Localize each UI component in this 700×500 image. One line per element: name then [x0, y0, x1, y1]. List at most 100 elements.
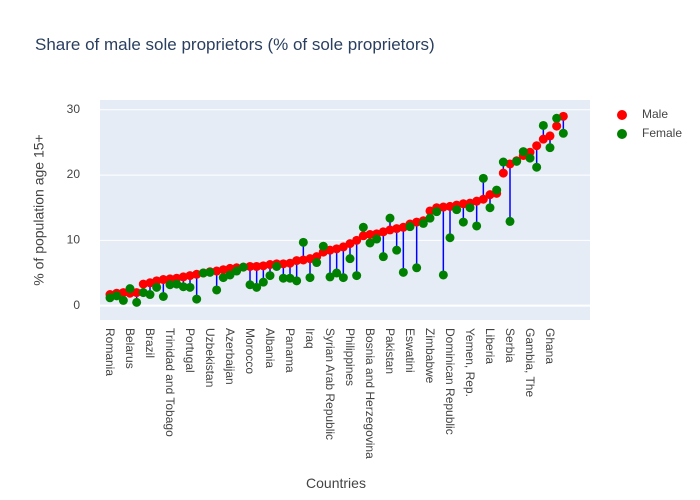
marker: [538, 134, 548, 144]
marker: [405, 222, 415, 232]
marker: [152, 276, 162, 286]
x-tick-label: Eswatini: [403, 328, 417, 373]
marker: [178, 272, 188, 282]
marker: [138, 279, 148, 289]
x-tick-label: Yemen, Rep.: [463, 328, 477, 397]
marker: [525, 153, 535, 163]
x-tick-label: Albania: [263, 328, 277, 368]
marker: [438, 202, 448, 212]
marker: [418, 218, 428, 228]
marker: [358, 231, 368, 241]
x-tick-label: Dominican Republic: [443, 328, 457, 435]
marker: [238, 262, 248, 272]
marker: [478, 173, 488, 183]
marker: [385, 225, 395, 235]
marker: [185, 271, 195, 281]
x-tick-label: Morocco: [243, 328, 257, 374]
marker: [392, 224, 402, 234]
marker: [445, 201, 455, 211]
x-tick-label: Philippines: [343, 328, 357, 386]
marker: [538, 120, 548, 130]
x-axis-title: Countries: [306, 475, 366, 491]
marker: [345, 254, 355, 264]
x-tick-label: Pakistan: [383, 328, 397, 374]
x-tick-label: Bosnia and Herzegovina: [363, 328, 377, 459]
marker: [358, 222, 368, 232]
x-tick-label: Liberia: [483, 328, 497, 364]
marker: [292, 276, 302, 286]
marker: [192, 269, 202, 279]
marker: [305, 273, 315, 283]
marker: [365, 229, 375, 239]
legend-label: Male: [642, 107, 668, 121]
marker: [298, 237, 308, 247]
marker: [492, 185, 502, 195]
marker: [445, 233, 455, 243]
chart-title: Share of male sole proprietors (% of sol…: [35, 35, 435, 54]
marker: [152, 282, 162, 292]
marker: [365, 238, 375, 248]
marker: [345, 239, 355, 249]
marker: [505, 216, 515, 226]
marker: [325, 245, 335, 255]
marker: [132, 288, 142, 298]
marker: [465, 203, 475, 213]
legend-marker: [617, 110, 627, 120]
marker: [112, 291, 122, 301]
marker: [252, 282, 262, 292]
y-tick-label: 10: [67, 233, 81, 247]
marker: [432, 207, 442, 217]
marker: [212, 285, 222, 295]
marker: [412, 217, 422, 227]
marker: [458, 217, 468, 227]
marker: [245, 261, 255, 271]
marker: [312, 258, 322, 268]
marker: [258, 261, 268, 271]
marker: [498, 168, 508, 178]
marker: [332, 268, 342, 278]
x-tick-label: Syrian Arab Republic: [323, 328, 337, 440]
marker: [372, 234, 382, 244]
marker: [498, 157, 508, 167]
marker: [218, 265, 228, 275]
y-tick-label: 20: [67, 167, 81, 181]
marker: [518, 147, 528, 157]
x-tick-label: Iraq: [303, 328, 317, 349]
marker: [278, 273, 288, 283]
marker: [292, 256, 302, 266]
marker: [398, 222, 408, 232]
marker: [352, 235, 362, 245]
marker: [132, 297, 142, 307]
marker: [198, 268, 208, 278]
marker: [425, 206, 435, 216]
marker: [485, 190, 495, 200]
x-tick-label: Gambia, The: [523, 328, 537, 397]
y-tick-label: 0: [73, 298, 80, 312]
marker: [452, 205, 462, 215]
x-tick-label: Portugal: [183, 328, 197, 373]
marker: [338, 273, 348, 283]
marker: [545, 143, 555, 153]
y-axis-title: % of population age 15+: [31, 134, 47, 285]
marker: [438, 270, 448, 280]
marker: [532, 141, 542, 151]
marker: [158, 275, 168, 285]
marker: [512, 156, 522, 166]
marker: [165, 280, 175, 290]
marker: [232, 266, 242, 276]
x-tick-label: Zimbabwe: [423, 328, 437, 384]
marker: [118, 288, 128, 298]
marker: [485, 203, 495, 213]
legend-label: Female: [642, 126, 682, 140]
x-tick-label: Uzbekistan: [203, 328, 217, 387]
marker: [252, 261, 262, 271]
y-tick-label: 30: [67, 102, 81, 116]
marker: [338, 242, 348, 252]
x-tick-label: Serbia: [503, 328, 517, 363]
x-tick-label: Brazil: [143, 328, 157, 358]
marker: [532, 162, 542, 172]
marker: [298, 255, 308, 265]
marker: [545, 131, 555, 141]
marker: [118, 295, 128, 305]
